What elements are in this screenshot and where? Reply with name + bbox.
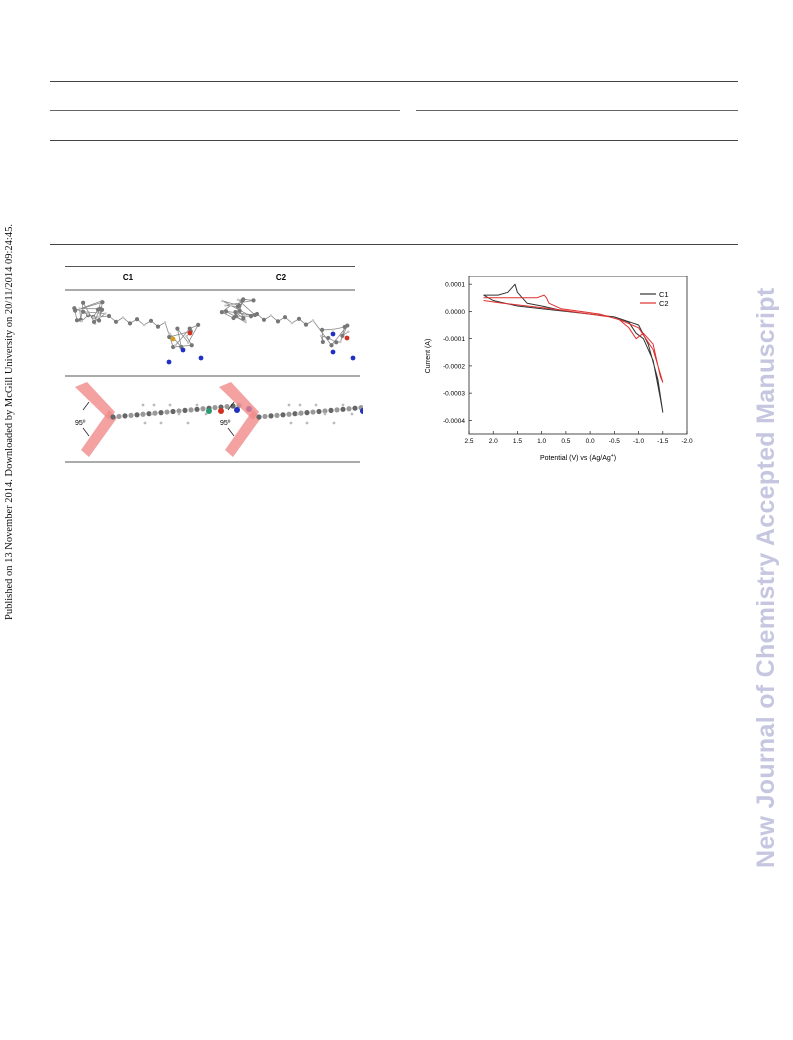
y-tick-label: 0.0000 (445, 309, 465, 316)
cyclic-voltammogram-chart: 0.0001 0.0000 -0.0001 -0.0002 -0.0003 -0.0004… (418, 276, 700, 476)
y-axis: 0.0001 0.0000 -0.0001 -0.0002 -0.0003 -0.0004 (443, 282, 472, 425)
series-group (484, 284, 663, 412)
x-tick-label: -2.0 (681, 438, 693, 445)
x-tick-label: -1.5 (657, 438, 669, 445)
column-label-c2: C2 (276, 273, 287, 282)
x-tick-label: 1.0 (537, 438, 546, 445)
publication-note-text: Published on 13 November 2014. Downloade… (4, 224, 15, 620)
angle-label-c1: 95º (75, 420, 86, 427)
molecule-c1-top-view (72, 300, 203, 365)
x-tick-label: 2.5 (464, 438, 473, 445)
series-line-c2 (484, 295, 663, 382)
x-axis-label: Potential (V) vs (Ag/Ag+) (540, 453, 616, 462)
x-tick-label: 0.5 (561, 438, 570, 445)
table-group-rule-right (416, 110, 738, 111)
x-tick-label: 0.0 (586, 438, 595, 445)
journal-watermark-text: New Journal of Chemistry Accepted Manusc… (752, 288, 781, 868)
y-tick-label: -0.0003 (443, 391, 465, 398)
molecule-c2-side-view: 95º (219, 382, 363, 457)
table-bottom-rule (50, 244, 738, 245)
table-group-rule-left (50, 110, 400, 111)
y-tick-label: 0.0001 (445, 282, 465, 289)
table-header-rule (50, 140, 738, 141)
x-tick-label: 2.0 (489, 438, 498, 445)
molecular-structures-figure: C1 C2 95º 95º (63, 262, 363, 467)
column-label-c1: C1 (123, 273, 134, 282)
y-tick-label: -0.0002 (443, 363, 465, 370)
x-axis: 2.5 2.0 1.5 1.0 0.5 0.0 -0.5 -1.0 -1.5 -2.0 (464, 431, 693, 445)
publication-note: Published on 13 November 2014. Downloade… (4, 620, 22, 1040)
legend: C1 C2 (640, 290, 669, 308)
x-tick-label: -0.5 (609, 438, 621, 445)
series-line-c1 (484, 284, 663, 412)
legend-label-c2: C2 (659, 299, 669, 308)
legend-label-c1: C1 (659, 290, 669, 299)
angle-label-c2: 95º (220, 420, 231, 427)
x-tick-label: -1.0 (633, 438, 645, 445)
table-top-rule (50, 81, 738, 82)
y-tick-label: -0.0001 (443, 336, 465, 343)
y-tick-label: -0.0004 (443, 418, 465, 425)
y-axis-label: Current (A) (425, 339, 432, 374)
molecule-c2-top-view (220, 297, 356, 360)
x-tick-label: 1.5 (513, 438, 522, 445)
